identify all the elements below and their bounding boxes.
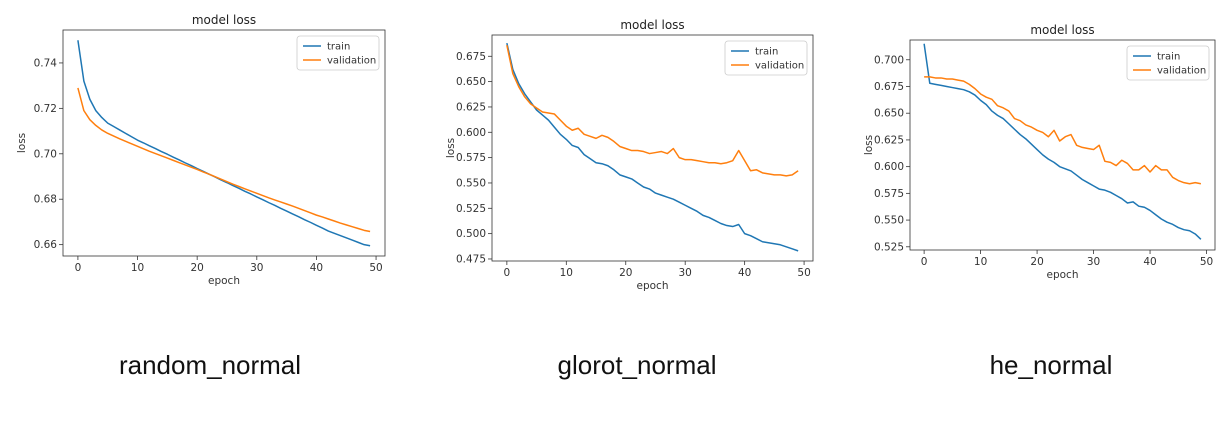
y-tick-label: 0.550	[874, 215, 904, 227]
legend-label-validation: validation	[1157, 66, 1206, 77]
loss-chart-random-normal: model loss 0 10 20 30 40 50 0.66 0.68 0.70 0.72 0.7…	[16, 13, 386, 287]
x-axis-label: epoch	[208, 275, 240, 287]
chart-title: model loss	[1030, 23, 1094, 37]
x-tick-label: 40	[738, 267, 751, 279]
chart-title: model loss	[192, 13, 256, 27]
y-tick-label: 0.650	[874, 108, 904, 120]
legend-label-train: train	[1157, 52, 1180, 63]
legend-box	[1126, 45, 1210, 81]
chart-panel-random-normal: model loss 0 10 20 30 40 50 0.66 0.68 0.70 0.72 0.7…	[15, 0, 400, 300]
legend-label-train: train	[327, 42, 350, 53]
x-tick-label: 0	[921, 256, 928, 268]
y-tick-label: 0.68	[34, 194, 57, 206]
chart-panel-glorot-normal: model loss 0 10 20 30 40 50 0.475 0.500 0.525 0.55…	[440, 0, 830, 300]
y-tick-label: 0.72	[34, 103, 57, 115]
x-tick-label: 0	[75, 262, 82, 274]
y-axis-label: loss	[445, 138, 457, 158]
x-tick-label: 10	[974, 256, 987, 268]
y-tick-label: 0.650	[456, 76, 486, 88]
y-tick-label: 0.575	[456, 152, 486, 164]
y-tick-label: 0.600	[456, 127, 486, 139]
x-tick-label: 50	[797, 267, 810, 279]
x-tick-label: 50	[1200, 256, 1213, 268]
legend-box	[724, 40, 808, 76]
x-tick-label: 40	[1143, 256, 1156, 268]
y-tick-label: 0.675	[456, 51, 486, 63]
plot-frame	[491, 34, 814, 262]
series-line-train	[923, 43, 1202, 240]
y-tick-label: 0.66	[34, 239, 58, 251]
y-tick-label: 0.600	[874, 161, 904, 173]
chart-panel-he-normal: model loss 0 10 20 30 40 50 0.525 0.550 0.575 0.60…	[860, 0, 1220, 300]
series-line-validation	[77, 87, 371, 233]
y-axis-label: loss	[863, 135, 875, 155]
x-tick-label: 30	[1087, 256, 1100, 268]
y-tick-label: 0.625	[456, 101, 486, 113]
x-tick-label: 20	[1030, 256, 1043, 268]
y-tick-label: 0.625	[874, 134, 904, 146]
caption-he-normal: he_normal	[989, 350, 1113, 380]
y-tick-label: 0.525	[874, 241, 904, 253]
plot-frame	[909, 39, 1216, 251]
y-tick-label: 0.475	[456, 253, 486, 265]
y-tick-label: 0.575	[874, 188, 904, 200]
y-tick-label: 0.70	[34, 148, 57, 160]
y-tick-label: 0.700	[874, 54, 904, 66]
y-tick-label: 0.500	[456, 228, 486, 240]
legend-label-validation: validation	[327, 56, 376, 67]
series-line-train	[506, 42, 799, 252]
x-tick-label: 30	[250, 262, 263, 274]
legend-label-train: train	[755, 47, 778, 58]
y-tick-label: 0.550	[456, 177, 486, 189]
x-tick-label: 30	[679, 267, 692, 279]
series-line-train	[77, 40, 371, 247]
x-tick-label: 10	[131, 262, 144, 274]
y-tick-label: 0.675	[874, 81, 904, 93]
x-tick-label: 20	[619, 267, 632, 279]
y-tick-label: 0.74	[34, 57, 58, 69]
caption-random-normal: random_normal	[118, 350, 302, 380]
legend-box	[296, 35, 380, 71]
loss-chart-glorot-normal: model loss 0 10 20 30 40 50 0.475 0.500 0.525 0.55…	[445, 18, 814, 292]
x-tick-label: 40	[310, 262, 323, 274]
caption-glorot-normal: glorot_normal	[557, 350, 717, 380]
y-tick-label: 0.525	[456, 203, 486, 215]
x-tick-label: 20	[190, 262, 203, 274]
x-tick-label: 50	[369, 262, 382, 274]
y-axis-label: loss	[16, 133, 28, 153]
loss-chart-he-normal: model loss 0 10 20 30 40 50 0.525 0.550 0.575 0.60…	[863, 23, 1216, 281]
chart-title: model loss	[620, 18, 684, 32]
legend-label-validation: validation	[755, 61, 804, 72]
x-tick-label: 0	[504, 267, 511, 279]
series-line-validation	[924, 76, 1202, 185]
x-tick-label: 10	[560, 267, 573, 279]
series-line-validation	[506, 44, 799, 177]
plot-frame	[62, 29, 386, 257]
x-axis-label: epoch	[1047, 269, 1079, 281]
x-axis-label: epoch	[637, 280, 669, 292]
